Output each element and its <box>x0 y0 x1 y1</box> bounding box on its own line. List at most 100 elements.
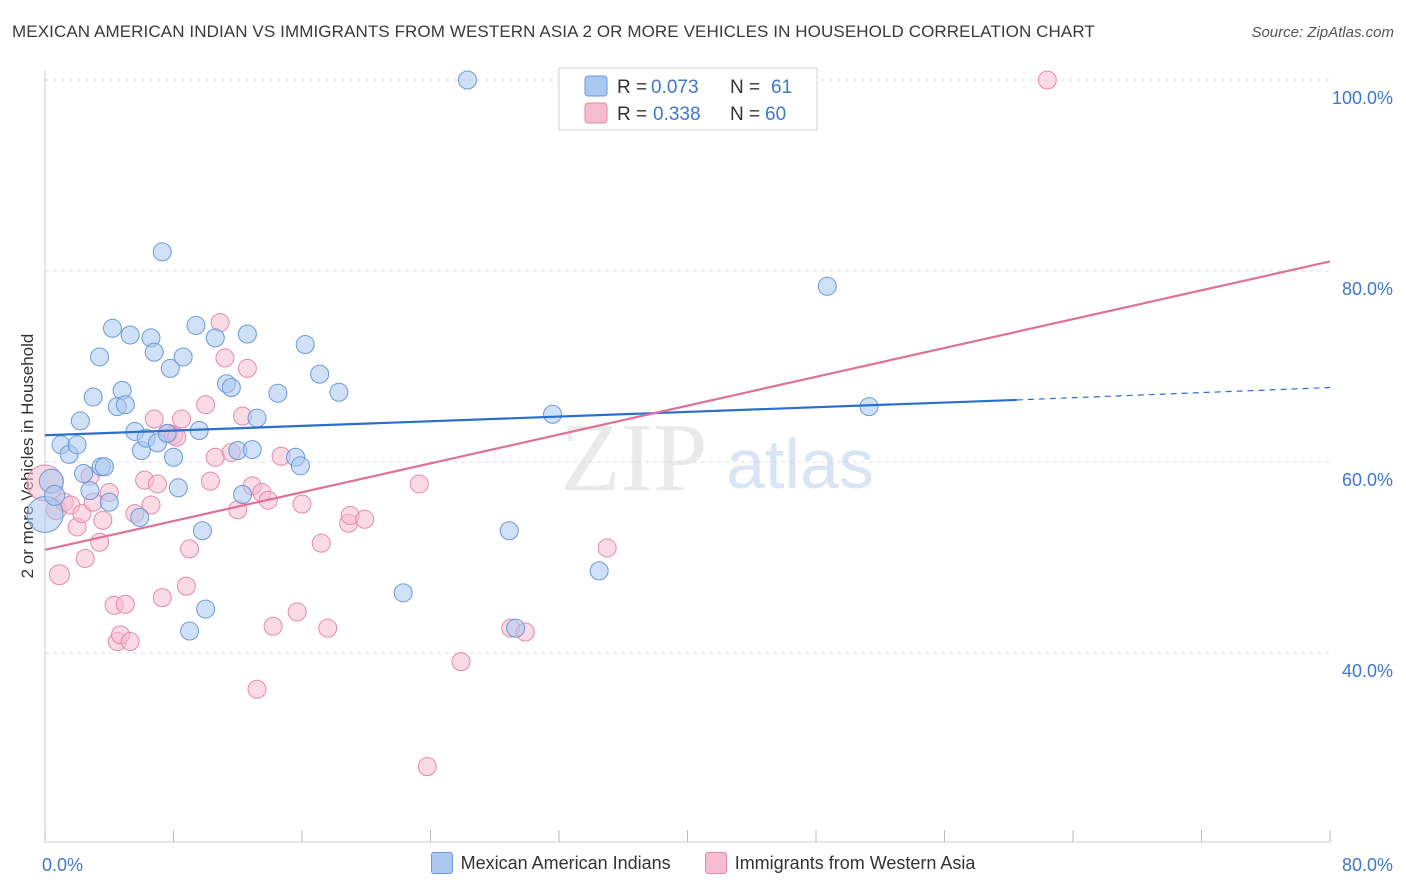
source-label: Source: ZipAtlas.com <box>1251 24 1394 41</box>
trend-line-blue-extension <box>1016 386 1331 401</box>
point-blue-56 <box>589 561 609 581</box>
point-blue-37 <box>205 328 225 348</box>
point-blue-9 <box>83 387 103 407</box>
point-blue-35 <box>192 521 212 541</box>
trend-line-pink <box>44 260 1331 551</box>
point-blue-32 <box>180 621 200 641</box>
point-blue-57 <box>817 276 837 296</box>
point-pink-54 <box>451 652 471 672</box>
point-pink-53 <box>417 757 437 777</box>
point-blue-28 <box>160 358 180 378</box>
chart-title: MEXICAN AMERICAN INDIAN VS IMMIGRANTS FR… <box>12 22 1095 41</box>
point-blue-2 <box>44 484 66 506</box>
legend-n-label-pink: N = <box>730 104 760 125</box>
point-pink-21 <box>144 409 164 429</box>
trend-lines <box>44 260 1331 551</box>
point-pink-23 <box>152 588 172 608</box>
legend-n-label-blue: N = <box>730 77 760 98</box>
point-pink-16 <box>115 594 135 614</box>
point-pink-17 <box>120 632 140 652</box>
point-blue-33 <box>186 315 206 335</box>
legend: R = 0.073 N = 61 R = 0.338 N = 60 <box>558 67 818 131</box>
point-pink-7 <box>75 548 95 568</box>
legend-item-mexican-american-indians: Mexican American Indians <box>430 852 671 874</box>
point-blue-17 <box>115 395 135 415</box>
legend-swatch-pink <box>584 102 608 124</box>
legend-swatch-mexican-american-indians <box>430 852 453 874</box>
point-pink-45 <box>287 602 307 622</box>
point-pink-46 <box>292 494 312 514</box>
tick-labels: 100.0% 80.0% 60.0% 40.0% 0.0% 80.0% <box>42 88 1393 875</box>
y-tick-label-40: 40.0% <box>1342 661 1393 681</box>
point-blue-36 <box>196 599 216 619</box>
point-blue-30 <box>168 478 188 498</box>
point-blue-5 <box>67 435 87 455</box>
legend-n-value-blue: 61 <box>771 77 792 98</box>
point-pink-52 <box>409 474 429 494</box>
point-pink-38 <box>237 358 257 378</box>
point-blue-14 <box>102 318 122 338</box>
point-blue-48 <box>295 335 315 355</box>
trend-line-blue <box>44 398 1017 437</box>
legend-r-label-pink: R = <box>617 104 647 125</box>
legend-r-label-blue: R = <box>617 77 647 98</box>
point-pink-59 <box>1037 70 1057 90</box>
point-blue-39 <box>221 378 241 398</box>
point-pink-30 <box>196 395 216 415</box>
axes <box>44 70 1331 843</box>
point-pink-34 <box>215 348 235 368</box>
point-pink-6 <box>72 504 92 524</box>
point-blue-24 <box>144 342 164 362</box>
gridlines <box>45 79 1330 654</box>
point-blue-44 <box>247 408 267 428</box>
point-pink-28 <box>176 576 196 596</box>
point-pink-22 <box>147 474 167 494</box>
point-blue-43 <box>242 440 262 460</box>
point-blue-47 <box>290 456 310 476</box>
legend-r-value-blue: 0.073 <box>651 77 699 98</box>
point-blue-41 <box>233 484 253 504</box>
point-blue-12 <box>94 457 114 477</box>
point-blue-42 <box>237 324 257 344</box>
point-blue-49 <box>310 364 330 384</box>
point-blue-29 <box>164 447 183 467</box>
point-pink-40 <box>247 679 267 699</box>
point-blue-7 <box>74 463 94 483</box>
point-blue-27 <box>157 423 177 443</box>
point-pink-47 <box>311 533 331 553</box>
legend-r-value-pink: 0.338 <box>653 104 701 125</box>
point-pink-57 <box>597 538 617 558</box>
point-blue-53 <box>499 521 519 541</box>
point-pink-11 <box>93 510 113 530</box>
point-blue-26 <box>152 242 172 262</box>
point-blue-18 <box>120 325 140 345</box>
legend-label-immigrants-western-asia: Immigrants from Western Asia <box>734 852 976 873</box>
point-blue-55 <box>543 404 563 424</box>
legend-swatch-blue <box>584 75 608 97</box>
data-points <box>26 70 1057 777</box>
y-tick-label-80: 80.0% <box>1342 279 1393 299</box>
legend-label-mexican-american-indians: Mexican American Indians <box>460 852 671 873</box>
legend-n-value-pink: 60 <box>765 104 786 125</box>
x-tick-label-0: 0.0% <box>42 855 83 875</box>
y-tick-label-60: 60.0% <box>1342 470 1393 490</box>
point-blue-20 <box>130 507 150 527</box>
point-blue-6 <box>70 411 90 431</box>
x-tick-label-80: 80.0% <box>1342 855 1393 875</box>
watermark-atlas: atlas <box>726 425 874 503</box>
y-tick-label-100: 100.0% <box>1332 88 1393 108</box>
point-pink-31 <box>200 471 220 491</box>
point-blue-51 <box>393 583 413 603</box>
point-pink-51 <box>355 509 375 529</box>
legend-item-immigrants-western-asia: Immigrants from Western Asia <box>704 852 976 874</box>
point-pink-29 <box>180 539 200 559</box>
point-pink-43 <box>263 616 283 636</box>
point-pink-48 <box>318 618 338 638</box>
point-blue-50 <box>329 382 349 402</box>
point-pink-2 <box>48 564 70 586</box>
point-pink-20 <box>141 495 161 515</box>
point-blue-45 <box>268 383 288 403</box>
point-blue-31 <box>173 347 193 367</box>
watermark-zip: ZIP <box>561 404 708 512</box>
